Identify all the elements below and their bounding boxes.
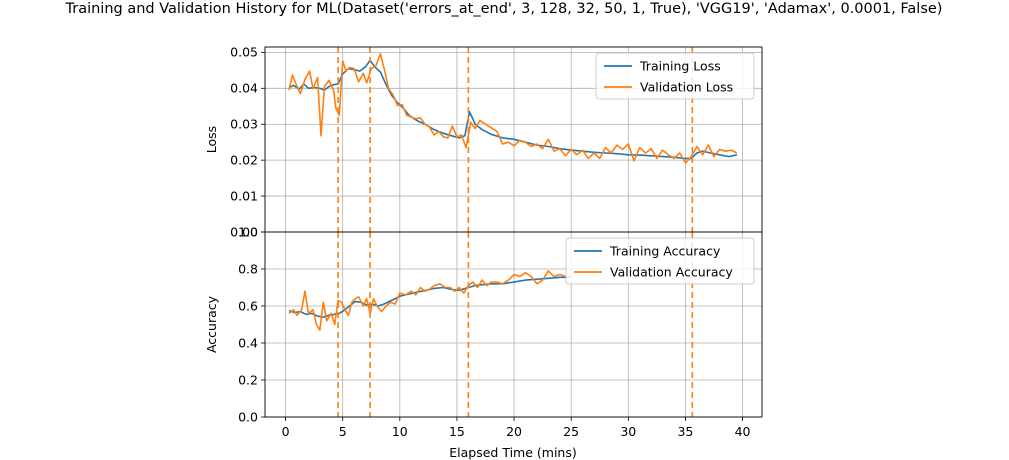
y-tick-label: 0.03	[230, 117, 258, 132]
y-axis-label: Accuracy	[204, 295, 219, 353]
x-tick-label: 40	[735, 424, 751, 439]
legend-box	[595, 52, 755, 100]
legend-label: Training Loss	[639, 59, 721, 74]
x-tick-label: 25	[563, 424, 579, 439]
y-tick-label: 0.2	[238, 372, 258, 387]
x-tick-label: 30	[620, 424, 636, 439]
series-line-validation-loss	[288, 53, 738, 164]
chart-title: Training and Validation History for ML(D…	[65, 1, 943, 17]
legend: Training Loss Validation Loss	[595, 52, 755, 100]
y-tick-label: 0.00	[230, 224, 258, 239]
x-axis-label: Elapsed Time (mins)	[449, 445, 576, 460]
panel-loss: Training Loss Validation Loss 0.00 0.01 0.02…	[204, 45, 763, 239]
series-line-validation-accuracy	[288, 270, 566, 331]
legend: Training Accuracy Validation Accuracy	[565, 237, 755, 285]
legend-label: Validation Accuracy	[610, 265, 733, 280]
y-tick-label: 0.0	[238, 409, 258, 424]
y-tick-label: 0.02	[230, 152, 258, 167]
x-tick-label: 10	[392, 424, 408, 439]
x-tick-label: 0	[282, 424, 290, 439]
x-tick-label: 35	[677, 424, 693, 439]
y-tick-label: 1.0	[238, 224, 258, 239]
legend-box	[565, 237, 755, 285]
y-tick-label: 0.01	[230, 188, 258, 203]
legend-label: Training Accuracy	[609, 244, 721, 259]
x-tick-label: 20	[506, 424, 522, 439]
y-tick-label: 0.05	[230, 45, 258, 60]
y-axis-label: Loss	[204, 126, 219, 153]
legend-label: Validation Loss	[640, 80, 733, 95]
axes-frame	[264, 231, 763, 418]
x-tick-label: 5	[339, 424, 347, 439]
x-tick-label: 15	[449, 424, 465, 439]
y-tick-label: 0.4	[238, 335, 258, 350]
series-line-training-accuracy	[288, 276, 572, 318]
y-tick-label: 0.6	[238, 298, 258, 313]
y-tick-label: 0.8	[238, 261, 258, 276]
y-tick-label: 0.04	[230, 81, 258, 96]
